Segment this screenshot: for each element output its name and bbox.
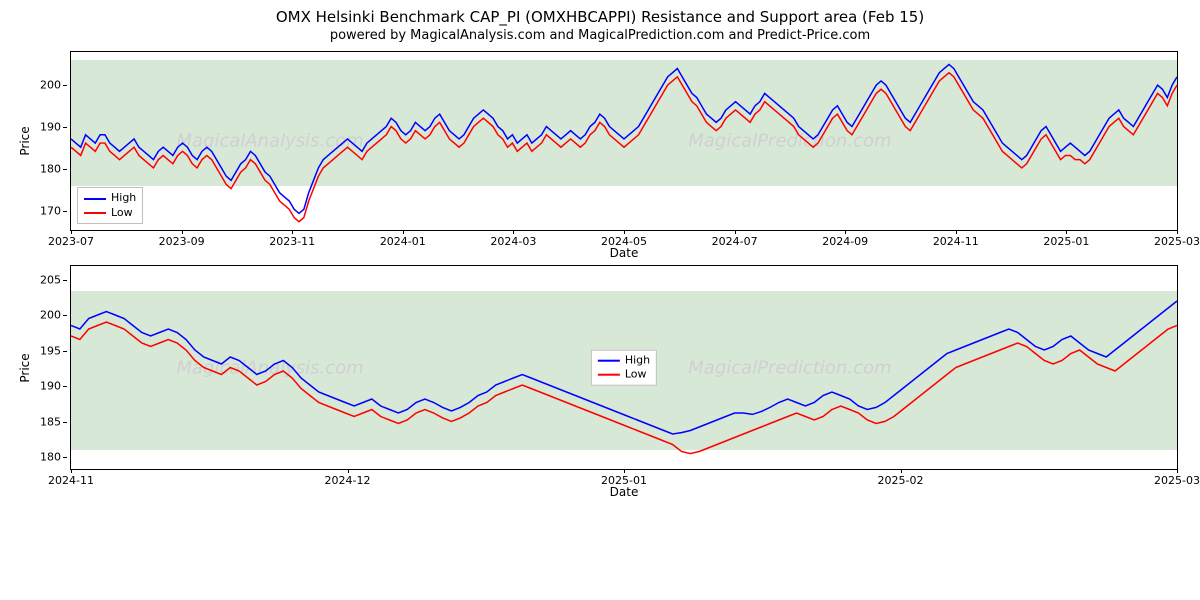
x-tick <box>1177 469 1178 473</box>
y-tick-label: 185 <box>31 415 61 428</box>
legend-entry-low: Low <box>84 206 136 220</box>
x-tick <box>845 230 846 234</box>
x-tick <box>71 469 72 473</box>
y-tick <box>63 127 67 128</box>
x-tick-label: 2024-12 <box>325 474 371 487</box>
line-low <box>71 73 1177 222</box>
legend-swatch <box>598 374 620 376</box>
x-tick <box>292 230 293 234</box>
y-tick-label: 180 <box>31 163 61 176</box>
x-tick <box>513 230 514 234</box>
y-tick-label: 195 <box>31 344 61 357</box>
x-tick <box>403 230 404 234</box>
x-tick <box>1177 230 1178 234</box>
x-tick-label: 2025-03 <box>1154 474 1200 487</box>
legend-entry-high: High <box>598 353 650 367</box>
x-tick <box>735 230 736 234</box>
chart-title: OMX Helsinki Benchmark CAP_PI (OMXHBCAPP… <box>12 8 1188 26</box>
x-tick-label: 2024-11 <box>48 474 94 487</box>
line-low <box>71 322 1177 454</box>
y-tick-label: 200 <box>31 309 61 322</box>
plot-svg <box>71 52 1177 230</box>
x-tick-label: 2024-07 <box>712 235 758 248</box>
x-tick <box>901 469 902 473</box>
x-tick-label: 2025-01 <box>601 474 647 487</box>
y-tick <box>63 315 67 316</box>
x-tick <box>348 469 349 473</box>
x-tick <box>182 230 183 234</box>
legend-label: High <box>111 191 136 205</box>
x-axis-label: Date <box>610 246 639 260</box>
chart-panel-top: Price Date MagicalAnalysis.comMagicalPre… <box>70 51 1178 231</box>
legend-swatch <box>84 212 106 214</box>
x-tick-label: 2023-11 <box>269 235 315 248</box>
y-tick <box>63 351 67 352</box>
legend-entry-high: High <box>84 191 136 205</box>
x-tick-label: 2024-03 <box>490 235 536 248</box>
y-tick <box>63 280 67 281</box>
x-tick-label: 2025-03 <box>1154 235 1200 248</box>
chart-subtitle: powered by MagicalAnalysis.com and Magic… <box>12 28 1188 43</box>
y-axis-label: Price <box>18 126 32 155</box>
y-tick <box>63 422 67 423</box>
x-tick-label: 2024-01 <box>380 235 426 248</box>
x-tick-label: 2023-07 <box>48 235 94 248</box>
x-tick-label: 2023-09 <box>159 235 205 248</box>
y-tick-label: 190 <box>31 380 61 393</box>
legend-entry-low: Low <box>598 368 650 382</box>
y-tick <box>63 169 67 170</box>
x-tick <box>956 230 957 234</box>
legend-label: Low <box>111 206 133 220</box>
chart-panel-bottom: Price Date MagicalAnalysis.comMagicalPre… <box>70 265 1178 470</box>
y-tick-label: 200 <box>31 79 61 92</box>
y-tick <box>63 457 67 458</box>
x-tick <box>71 230 72 234</box>
x-tick-label: 2025-01 <box>1043 235 1089 248</box>
legend-swatch <box>84 198 106 200</box>
y-axis-label: Price <box>18 353 32 382</box>
legend-swatch <box>598 359 620 361</box>
y-tick-label: 205 <box>31 274 61 287</box>
y-tick-label: 170 <box>31 205 61 218</box>
y-tick <box>63 85 67 86</box>
x-tick <box>1066 230 1067 234</box>
x-tick <box>624 469 625 473</box>
y-tick <box>63 211 67 212</box>
y-tick-label: 190 <box>31 121 61 134</box>
legend: HighLow <box>77 187 143 224</box>
x-axis-label: Date <box>610 485 639 499</box>
x-tick <box>624 230 625 234</box>
y-tick <box>63 386 67 387</box>
legend-label: High <box>625 353 650 367</box>
x-tick-label: 2025-02 <box>878 474 924 487</box>
legend-label: Low <box>625 368 647 382</box>
x-tick-label: 2024-09 <box>822 235 868 248</box>
legend: HighLow <box>591 349 657 386</box>
x-tick-label: 2024-05 <box>601 235 647 248</box>
x-tick-label: 2024-11 <box>933 235 979 248</box>
line-high <box>71 64 1177 213</box>
y-tick-label: 180 <box>31 450 61 463</box>
